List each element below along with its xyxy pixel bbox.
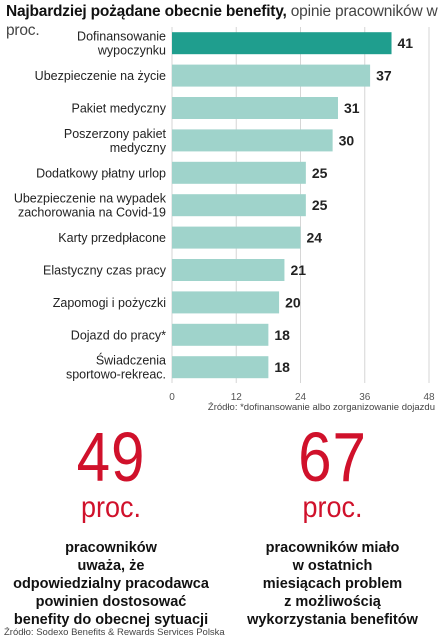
category-label-8: Elastyczny czas pracy: [43, 264, 167, 278]
value-label-3: 31: [344, 100, 360, 116]
x-tick-label-24: 24: [295, 392, 307, 403]
value-label-2: 37: [376, 68, 392, 84]
stat-description-right: pracowników miało w ostatnich miesiącach…: [222, 539, 443, 629]
stat-description-left: pracowników uważa, że odpowiedzialny pra…: [0, 539, 222, 629]
title-bold: Najbardziej pożądane obecnie benefity,: [6, 3, 287, 20]
bar-10: [172, 323, 269, 346]
chart-source-note: Źródło: *dofinansowanie albo zorganizowa…: [207, 402, 435, 413]
bar-6: [172, 194, 306, 217]
chart-title: Najbardziej pożądane obecnie benefity, o…: [6, 2, 438, 40]
stat-block-left: 49 proc. pracowników uważa, że odpowiedz…: [0, 422, 222, 629]
value-label-11: 18: [274, 359, 290, 375]
stat-unit-right: proc.: [302, 491, 363, 524]
stat-left-line-3: odpowiedzialny pracodawca: [13, 576, 209, 592]
category-label-11: Świadczenia sportowo-rekreac.: [66, 353, 166, 382]
category-label-6: Ubezpieczenie na wypadek zachorowania na …: [14, 192, 167, 220]
bar-chart: 0 12 24 36 48 41 Dofinansowanie wypoczynku 37 Ube…: [14, 27, 435, 403]
category-label-4: Poszerzony pakiet medyczny: [64, 127, 167, 155]
stat-left-line-4: powinien dostosować: [35, 594, 187, 610]
stat-number-left: 49: [76, 418, 146, 496]
stat-left-line-1: pracowników: [65, 540, 157, 556]
bar-9: [172, 291, 280, 314]
category-label-9: Zapomogi i pożyczki: [53, 296, 166, 310]
stat-right-line-3: miesiącach problem: [262, 576, 403, 592]
value-label-7: 24: [307, 230, 323, 246]
stat-right-line-4: z możliwością: [284, 594, 381, 610]
category-label-2: Ubezpieczenie na życie: [35, 69, 166, 83]
stat-right-line-1: pracowników miało: [265, 540, 400, 556]
category-label-3: Pakiet medyczny: [72, 102, 167, 116]
stat-number-right: 67: [298, 418, 367, 496]
category-label-1: Dofinansowanie wypoczynku: [77, 30, 166, 58]
x-tick-label-12: 12: [231, 392, 243, 403]
stat-left-line-5: benefity do obecnej sytuacji: [13, 612, 209, 628]
value-label-1: 41: [398, 35, 414, 51]
title-rest: opinie pracowników w proc.: [6, 3, 438, 39]
stat-right-line-2: w ostatnich: [292, 558, 373, 574]
stat-block-right: 67 proc. pracowników miało w ostatnich m…: [222, 422, 443, 629]
bar-4: [172, 129, 333, 152]
value-label-8: 21: [290, 262, 306, 278]
x-tick-label-0: 0: [169, 392, 175, 403]
x-tick-label-48: 48: [423, 392, 435, 403]
value-label-6: 25: [312, 197, 328, 213]
category-label-10: Dojazd do pracy*: [71, 328, 166, 342]
value-label-9: 20: [285, 294, 301, 310]
value-label-4: 30: [339, 132, 355, 148]
bar-11: [172, 356, 269, 379]
bar-1: [172, 32, 392, 55]
bar-3: [172, 97, 338, 119]
bar-7: [172, 226, 301, 249]
bar-2: [172, 64, 371, 87]
stat-left-line-2: uważa, że: [77, 558, 145, 574]
stat-unit-left: proc.: [80, 491, 142, 524]
category-label-5: Dodatkowy płatny urlop: [36, 166, 166, 180]
footer-source: Źródło: Sodexo Benefits & Rewards Servic…: [4, 627, 225, 638]
value-label-10: 18: [274, 327, 290, 343]
bar-8: [172, 259, 285, 281]
value-label-5: 25: [312, 165, 328, 181]
x-tick-label-36: 36: [359, 392, 371, 403]
bar-5: [172, 161, 306, 184]
stat-right-line-5: wykorzystania benefitów: [247, 612, 418, 628]
category-label-7: Karty przedpłacone: [58, 231, 166, 245]
